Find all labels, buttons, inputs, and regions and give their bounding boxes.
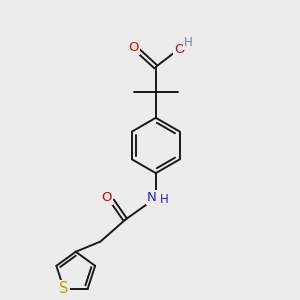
Text: S: S — [59, 281, 68, 296]
Text: H: H — [184, 36, 193, 49]
Text: H: H — [160, 193, 168, 206]
Text: O: O — [129, 41, 139, 54]
Text: O: O — [174, 43, 184, 56]
Text: N: N — [147, 191, 156, 204]
Text: O: O — [102, 191, 112, 204]
